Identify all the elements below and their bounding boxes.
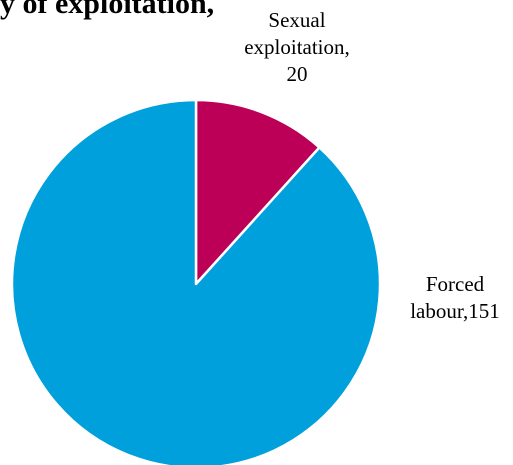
slice-label-forced-labour: Forced labour,151 (385, 271, 513, 325)
slice-label-sexual-exploitation: Sexual exploitation, 20 (222, 7, 372, 88)
chart-title: y of exploitation, (0, 0, 215, 20)
pie-slice-forced-labour (10, 98, 382, 465)
slice-label-line: Forced (425, 272, 485, 296)
slice-label-line: exploitation, (244, 35, 350, 59)
pie-slice-sexual-exploitation (194, 98, 321, 286)
slice-label-line: labour,151 (410, 299, 500, 323)
slice-label-line: Sexual (268, 8, 326, 32)
slice-label-line: 20 (286, 62, 308, 86)
